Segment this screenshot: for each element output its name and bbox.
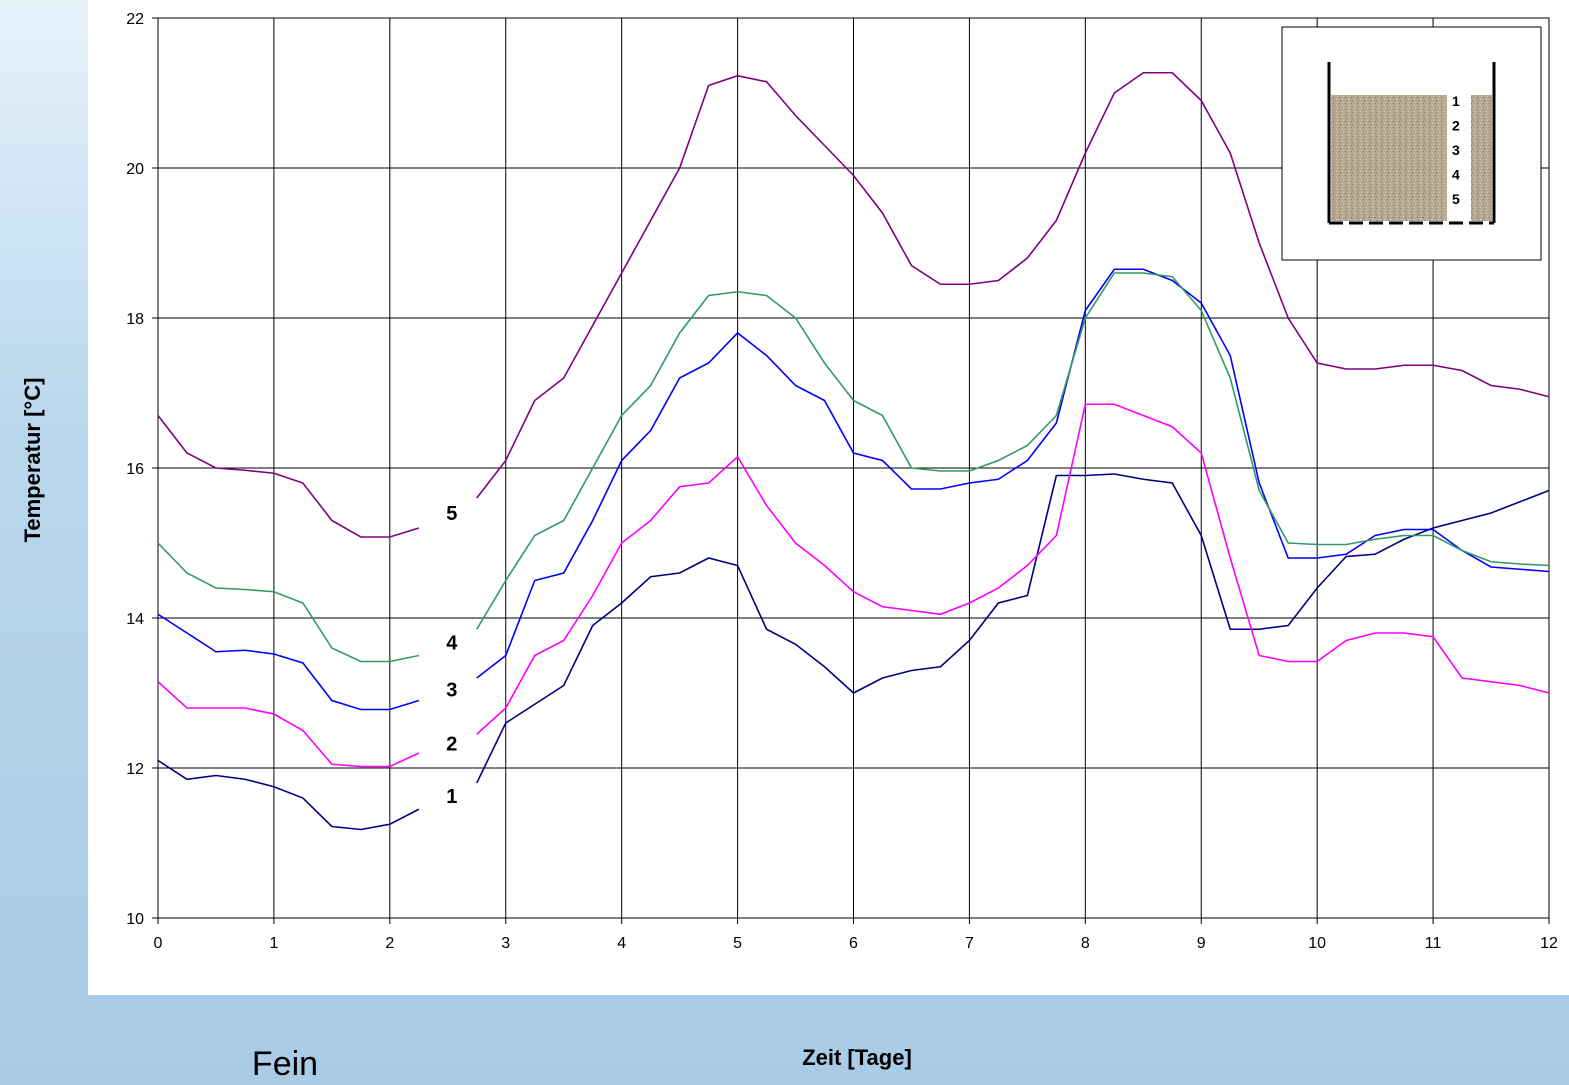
series-label: 4 [446, 632, 458, 654]
y-tick-label: 18 [126, 311, 144, 328]
x-tick-label: 2 [385, 935, 394, 952]
inset-layer-label: 4 [1452, 167, 1460, 183]
y-tick-label: 16 [126, 461, 144, 478]
series-label: 1 [446, 786, 457, 808]
y-tick-label: 12 [126, 761, 144, 778]
series-label: 2 [446, 734, 457, 756]
x-tick-label: 5 [733, 935, 742, 952]
series-label-bg [433, 629, 462, 656]
series-label: 3 [446, 679, 457, 701]
inset-layer-label: 1 [1452, 93, 1460, 109]
series-line [157, 268, 1550, 711]
x-tick-label: 6 [849, 935, 858, 952]
y-tick-label: 14 [126, 611, 144, 628]
y-tick-label: 10 [126, 911, 144, 928]
x-tick-label: 0 [154, 935, 163, 952]
series-label: 5 [446, 503, 457, 525]
x-tick-label: 3 [501, 935, 510, 952]
inset-layer-label: 5 [1452, 191, 1460, 207]
x-tick-label: 9 [1197, 935, 1206, 952]
y-axis-label: Temperatur [°C] [20, 378, 45, 543]
x-tick-label: 11 [1425, 935, 1442, 952]
series-line [157, 71, 1550, 538]
x-tick-label: 12 [1540, 935, 1558, 952]
plot-border [157, 17, 1550, 919]
series-line [157, 272, 1550, 663]
y-tick-label: 22 [126, 11, 144, 28]
caption: Fein [252, 1045, 318, 1083]
x-tick-label: 1 [269, 935, 278, 952]
x-tick-label: 8 [1081, 935, 1090, 952]
series-label-bg [433, 730, 462, 757]
x-axis-label: Zeit [Tage] [802, 1045, 912, 1070]
x-tick-label: 4 [617, 935, 626, 952]
series-label-bg [433, 676, 462, 703]
series-label-bg [433, 783, 462, 810]
series-label-bg [433, 500, 462, 526]
x-tick-label: 10 [1308, 935, 1326, 952]
x-tick-label: 7 [965, 935, 974, 952]
y-tick-label: 20 [126, 161, 144, 178]
series-line [157, 473, 1550, 831]
series-line [157, 403, 1550, 768]
inset-layer-label: 2 [1452, 118, 1460, 134]
inset-layer-label: 3 [1452, 142, 1460, 158]
inset-label-strip [1447, 95, 1471, 221]
inset-diagram: 1 2 3 4 5 [1281, 26, 1542, 261]
